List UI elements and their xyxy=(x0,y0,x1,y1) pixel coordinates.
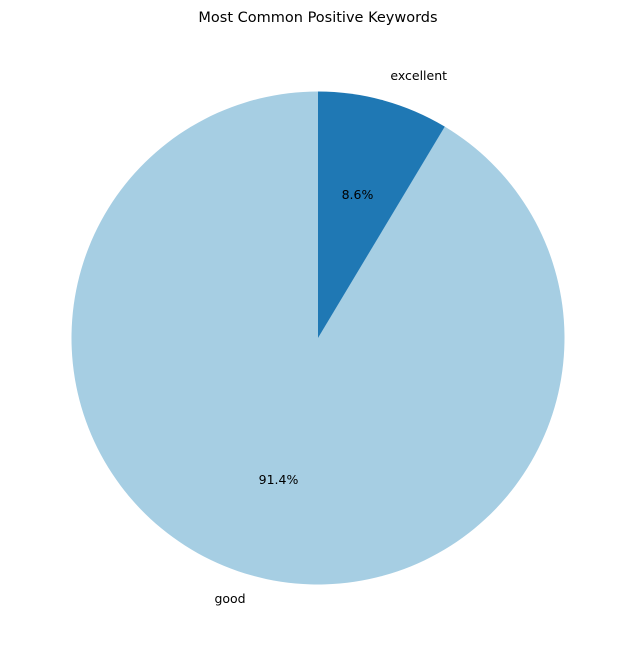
pie-slice-excellent xyxy=(318,91,445,338)
chart-title: Most Common Positive Keywords xyxy=(198,10,437,26)
slice-label-good: good xyxy=(214,591,245,606)
pct-label-good: 91.4% xyxy=(259,472,299,487)
pct-label-excellent: 8.6% xyxy=(342,187,374,202)
slice-label-excellent: excellent xyxy=(390,68,447,83)
pie-labels: good 91.4% excellent 8.6% xyxy=(214,68,447,606)
pie-slices xyxy=(71,91,565,585)
